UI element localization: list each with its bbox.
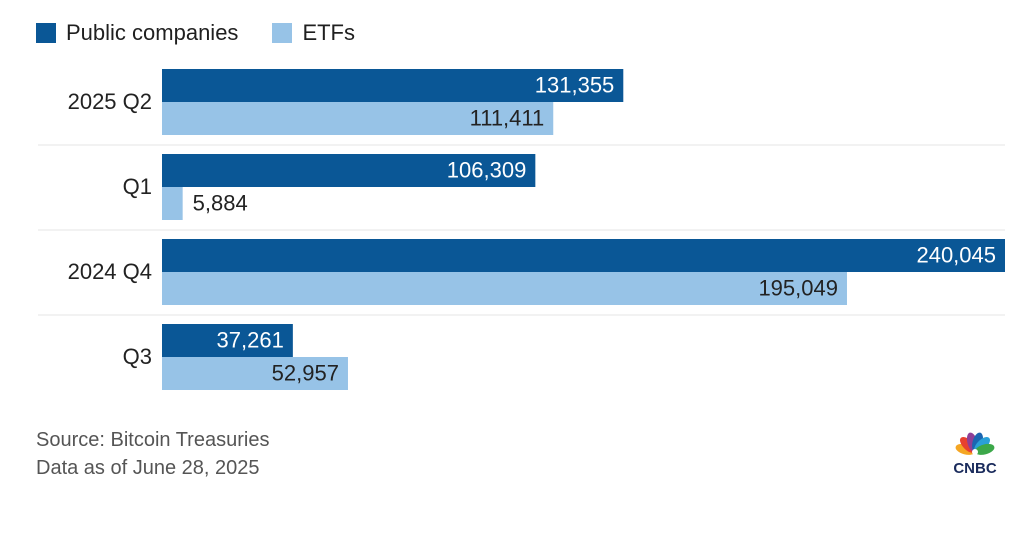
legend-label-etfs: ETFs bbox=[302, 20, 355, 45]
data-label-public-companies-q3: 37,261 bbox=[217, 327, 284, 352]
bar-etfs-q1 bbox=[162, 187, 183, 220]
category-label-q1: Q1 bbox=[123, 174, 152, 199]
bar-chart: 2025 Q2 131,355 111,411 Q1 106,309 5,884 2024 … bbox=[38, 69, 1005, 390]
bar-public-companies-q3 bbox=[162, 324, 293, 357]
category-label-q3: Q3 bbox=[123, 344, 152, 369]
legend-swatch-public-companies bbox=[36, 23, 56, 43]
bar-public-companies-2024-q4 bbox=[162, 239, 1005, 272]
data-label-etfs-2024-q4: 195,049 bbox=[758, 275, 838, 300]
bar-public-companies-q1 bbox=[162, 154, 536, 187]
data-label-etfs-q1: 5,884 bbox=[193, 190, 248, 215]
data-label-etfs-q3: 52,957 bbox=[272, 360, 339, 385]
bar-etfs-q3 bbox=[162, 357, 348, 390]
legend-swatch-etfs bbox=[272, 23, 293, 43]
source-text: Source: Bitcoin Treasuries bbox=[36, 429, 270, 451]
legend-item-public-companies: Public companies bbox=[36, 20, 238, 46]
data-label-etfs-2025-q2: 111,411 bbox=[470, 105, 545, 130]
data-label-public-companies-q1: 106,309 bbox=[447, 157, 527, 182]
legend-item-etfs: ETFs bbox=[272, 20, 355, 46]
chart-legend: Public companies ETFs bbox=[36, 18, 389, 48]
bar-public-companies-2025-q2 bbox=[162, 69, 624, 102]
data-label-public-companies-2024-q4: 240,045 bbox=[916, 242, 996, 267]
data-label-public-companies-2025-q2: 131,355 bbox=[535, 72, 615, 97]
data-date-text: Data as of June 28, 2025 bbox=[36, 457, 260, 479]
category-label-2024-q4: 2024 Q4 bbox=[68, 259, 152, 284]
bar-etfs-2025-q2 bbox=[162, 102, 554, 135]
peacock-icon: CNBC bbox=[953, 432, 997, 477]
cnbc-logo-text: CNBC bbox=[953, 460, 996, 476]
legend-label-public-companies: Public companies bbox=[66, 20, 239, 45]
source-note: Source: Bitcoin Treasuries Data as of Ju… bbox=[36, 426, 269, 482]
bar-etfs-2024-q4 bbox=[162, 272, 847, 305]
cnbc-logo: CNBC bbox=[940, 424, 1010, 477]
category-label-2025-q2: 2025 Q2 bbox=[68, 89, 152, 114]
